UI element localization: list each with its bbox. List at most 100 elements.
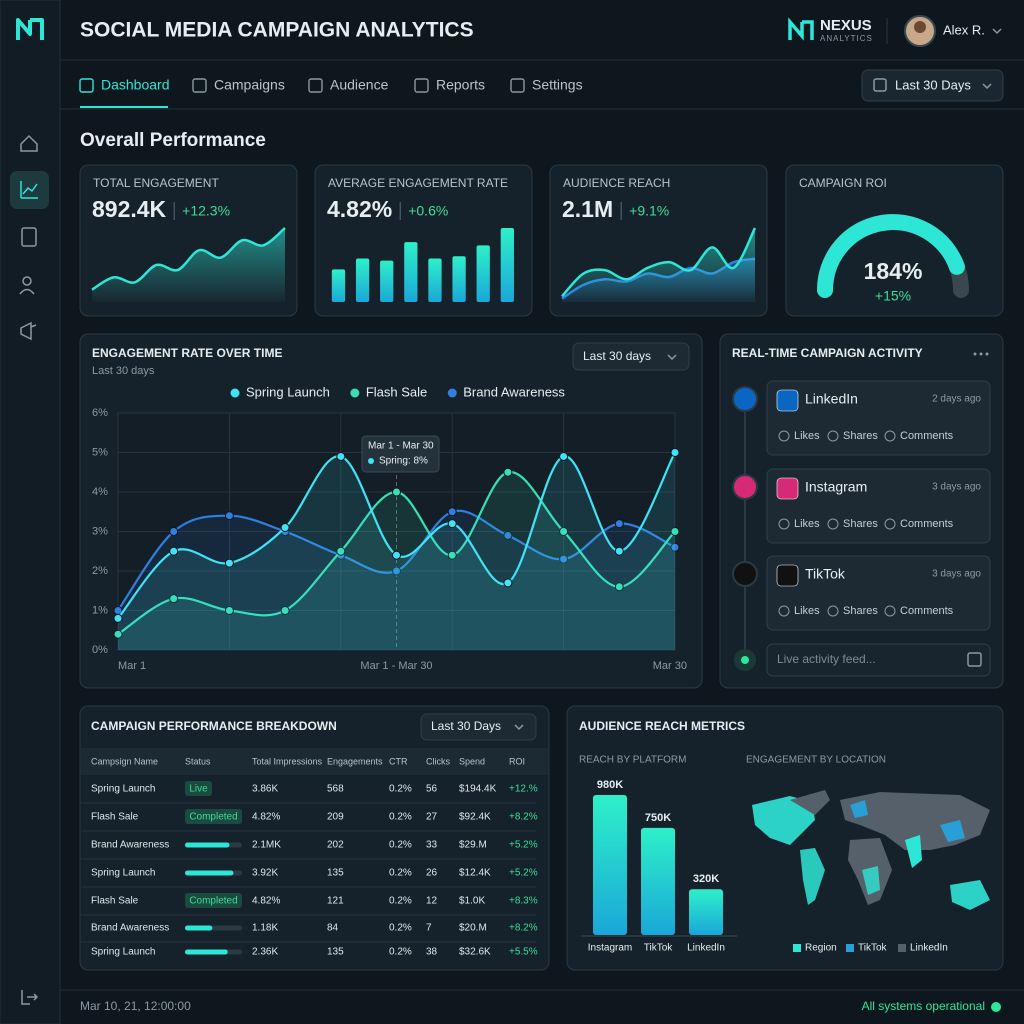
megaphone-icon[interactable] bbox=[20, 321, 37, 341]
report-icon[interactable] bbox=[21, 227, 37, 247]
series-point bbox=[336, 451, 346, 461]
avatar-head bbox=[914, 21, 926, 33]
table-cell: 0.2% bbox=[389, 923, 412, 934]
series-point bbox=[447, 519, 457, 529]
date-range[interactable]: Last 30 Days bbox=[895, 77, 971, 92]
status-badge bbox=[185, 781, 212, 796]
kpi-bar bbox=[476, 245, 490, 302]
table-dropdown-label[interactable]: Last 30 Days bbox=[431, 719, 501, 733]
live-dot bbox=[741, 656, 749, 664]
series-point bbox=[392, 566, 401, 576]
activity-item[interactable] bbox=[766, 380, 991, 456]
action-button[interactable]: Likes bbox=[794, 518, 820, 530]
column-header: Clicks bbox=[426, 756, 450, 766]
tooltip-swatch bbox=[368, 458, 374, 464]
tab-icon[interactable] bbox=[308, 78, 323, 93]
table-cell: 209 bbox=[327, 812, 344, 823]
activity-item[interactable] bbox=[766, 555, 991, 631]
calendar-icon bbox=[873, 78, 887, 92]
action-button[interactable]: Shares bbox=[843, 518, 878, 530]
table-cell: 0.2% bbox=[389, 868, 412, 879]
table-cell: 56 bbox=[426, 784, 438, 795]
series-area bbox=[118, 452, 675, 650]
more-menu[interactable] bbox=[973, 352, 989, 356]
legend-swatch bbox=[447, 388, 457, 398]
series-point bbox=[392, 487, 401, 497]
timeline-node bbox=[732, 386, 758, 412]
action-button[interactable]: Comments bbox=[900, 605, 954, 617]
table-cell: 12 bbox=[426, 896, 438, 907]
tab-icon[interactable] bbox=[414, 78, 429, 93]
status-badge bbox=[185, 809, 242, 824]
progress-bar bbox=[185, 870, 234, 876]
y-tick-label: 3% bbox=[92, 525, 108, 537]
feed-input[interactable] bbox=[766, 643, 991, 677]
activity-time: 2 days ago bbox=[932, 394, 981, 405]
kpi-row: TOTAL ENGAGEMENT 892.4K +12.3% AVERAGE ENGA… bbox=[79, 164, 1004, 317]
progress-bar bbox=[185, 925, 213, 931]
bar-value-label: 980K bbox=[597, 779, 623, 791]
chevron[interactable] bbox=[992, 28, 1002, 35]
table-cell: 135 bbox=[327, 947, 344, 958]
tab-icon[interactable] bbox=[510, 78, 525, 93]
kpi-area bbox=[92, 228, 285, 302]
status-badge bbox=[185, 893, 242, 908]
chart-dropdown-label[interactable]: Last 30 days bbox=[583, 349, 651, 363]
chart-dropdown[interactable] bbox=[572, 342, 690, 371]
date-range-button[interactable] bbox=[861, 69, 1004, 102]
action-button[interactable]: Comments bbox=[900, 430, 954, 442]
table-cell: 0.2% bbox=[389, 840, 412, 851]
action-button[interactable]: Comments bbox=[900, 518, 954, 530]
action-button[interactable]: Shares bbox=[843, 605, 878, 617]
feed-placeholder[interactable]: Live activity feed... bbox=[777, 652, 876, 666]
activity-item[interactable] bbox=[766, 468, 991, 544]
table-cell: 0.2% bbox=[389, 947, 412, 958]
status-label: Live bbox=[189, 784, 208, 795]
series-point bbox=[169, 594, 179, 604]
action-icon bbox=[827, 605, 839, 617]
table-cell: 0.2% bbox=[389, 812, 412, 823]
series-point bbox=[670, 542, 680, 552]
nav-tab[interactable]: Reports bbox=[436, 77, 485, 93]
nav-tab[interactable]: Audience bbox=[330, 77, 389, 93]
table-cell: $194.4K bbox=[459, 784, 497, 795]
section-title: Overall Performance bbox=[80, 130, 266, 151]
y-tick-label: 5% bbox=[92, 446, 108, 458]
action-button[interactable]: Shares bbox=[843, 430, 878, 442]
audience-icon-body[interactable] bbox=[19, 288, 35, 295]
table-cell: 568 bbox=[327, 784, 344, 795]
series-point bbox=[503, 578, 513, 588]
tab-icon[interactable] bbox=[79, 78, 94, 93]
expand-icon[interactable] bbox=[967, 652, 982, 667]
series-point bbox=[614, 582, 624, 592]
audience-icon[interactable] bbox=[22, 276, 32, 286]
table-cell: +12.% bbox=[509, 784, 538, 795]
action-icon bbox=[778, 518, 790, 530]
action-button[interactable]: Likes bbox=[794, 430, 820, 442]
table-cell: $20.M bbox=[459, 923, 487, 934]
brand-name: NEXUS bbox=[820, 17, 872, 34]
logout-icon[interactable] bbox=[21, 990, 39, 1005]
kpi-label: TOTAL ENGAGEMENT bbox=[93, 176, 219, 190]
table-cell: 0.2% bbox=[389, 896, 412, 907]
nav-tab[interactable]: Settings bbox=[532, 77, 583, 93]
kpi-line bbox=[561, 227, 757, 298]
platform-name: Instagram bbox=[805, 479, 867, 495]
table-cell: 121 bbox=[327, 896, 344, 907]
table-cell: 1.18K bbox=[252, 923, 278, 934]
table-dropdown[interactable] bbox=[420, 713, 537, 741]
table-cell: 38 bbox=[426, 947, 438, 958]
user-name[interactable]: Alex R. bbox=[943, 22, 985, 37]
nav-tab[interactable]: Dashboard bbox=[101, 77, 170, 93]
action-button[interactable]: Likes bbox=[794, 605, 820, 617]
home-icon[interactable] bbox=[20, 134, 38, 152]
nav-tab[interactable]: Campaigns bbox=[214, 77, 285, 93]
sidebar-icons[interactable] bbox=[10, 134, 49, 1005]
series-point bbox=[503, 530, 513, 540]
analytics-icon[interactable] bbox=[20, 181, 38, 199]
action-icon bbox=[884, 430, 896, 442]
tab-icon[interactable] bbox=[192, 78, 207, 93]
kpi-change: +9.1% bbox=[629, 203, 669, 219]
series-point bbox=[559, 451, 569, 461]
bar bbox=[593, 795, 627, 935]
